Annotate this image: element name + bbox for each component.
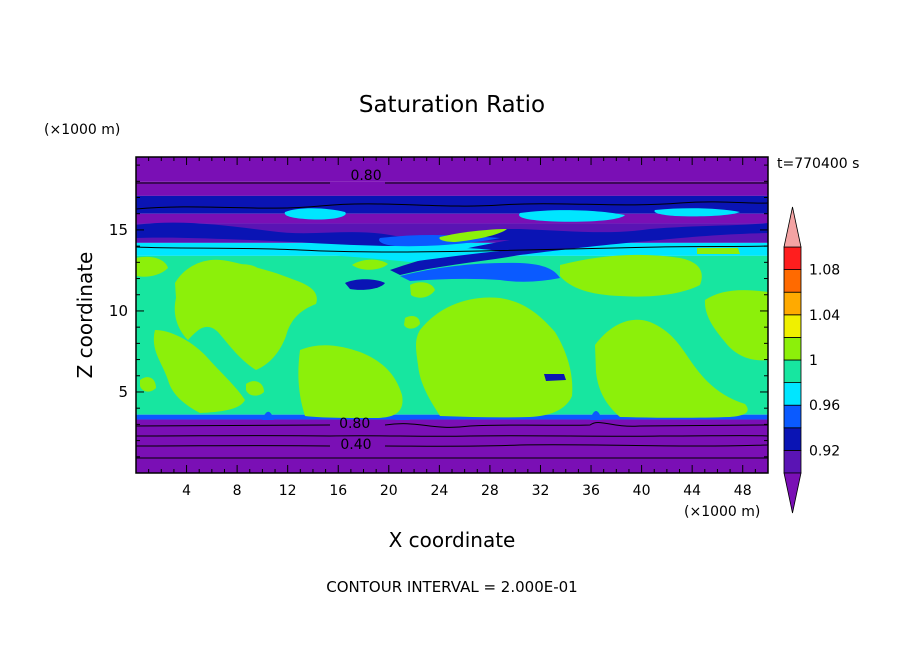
upper-blue-tongue (400, 262, 560, 282)
colorbar-swatch-7 (783, 291, 802, 316)
lower-bump-3 (590, 411, 602, 420)
x-axis: 4 8 12 16 20 24 28 32 36 40 44 48 (135, 157, 769, 499)
upper-dark-cell (345, 279, 385, 290)
x-tick-label: 24 (430, 483, 448, 499)
colorbar-swatch-0 (783, 449, 802, 474)
lime-region-east (595, 319, 748, 418)
upper-cyan-band (136, 245, 500, 262)
lime-cell-1 (220, 264, 262, 280)
x-axis-label: X coordinate (389, 528, 516, 552)
lime-region-west-2 (153, 330, 245, 413)
lower-bump-2 (395, 415, 410, 420)
lime-spot-2 (246, 381, 264, 396)
layer-band-0 (136, 157, 768, 182)
colorbar-swatch-1 (783, 427, 802, 451)
upper-lime-finger (439, 229, 507, 242)
contour-line-upper-1 (136, 201, 768, 210)
x-tick-label: 32 (532, 483, 550, 499)
upper-lime-patch-1 (352, 259, 388, 270)
upper-cyan-patch-2 (519, 210, 625, 222)
x-tick-label: 20 (380, 483, 398, 499)
lime-region-west (174, 259, 317, 370)
contour-label-0.40: 0.40 (340, 437, 371, 453)
colorbar-swatch-9 (783, 246, 802, 271)
contour-line-0.40 (136, 444, 768, 447)
colorbar-under-arrow (783, 472, 802, 514)
layer-band-7 (136, 414, 768, 420)
contour-label-0.80-lower: 0.80 (339, 416, 370, 432)
x-tick-label: 40 (633, 483, 651, 499)
x-tick-label: 28 (481, 483, 499, 499)
x-tick-label: 16 (329, 483, 347, 499)
upper-cyan-patch-1 (284, 208, 346, 220)
lower-bump-1 (262, 411, 274, 420)
upper-blue-filament (136, 222, 768, 275)
x-tick-label: 8 (233, 483, 242, 499)
y-axis-label: Z coordinate (73, 252, 97, 379)
colorbar-swatch-3 (783, 382, 802, 406)
y-axis: 5 10 15 (109, 164, 768, 458)
chart-title: Saturation Ratio (359, 92, 545, 118)
y-tick-label: 5 (118, 383, 128, 401)
colorbar-swatch-8 (783, 269, 802, 293)
lime-region-center-2 (416, 297, 573, 418)
colorbar: 0.92 0.96 1 1.04 1.08 (783, 206, 840, 514)
lime-cell-2 (410, 282, 435, 298)
colorbar-swatch-6 (783, 314, 802, 338)
contour-interval-note: CONTOUR INTERVAL = 2.000E-01 (326, 578, 577, 596)
colorbar-swatch-4 (783, 359, 802, 384)
upper-cyan-patch-3 (654, 208, 740, 217)
layer-band-1 (136, 181, 768, 196)
layer-band-3 (136, 213, 768, 224)
x-tick-label: 48 (734, 483, 752, 499)
y-unit-label: (×1000 m) (44, 122, 120, 138)
time-label: t=770400 s (777, 156, 859, 172)
lime-region-center (298, 345, 403, 418)
colorbar-over-arrow (783, 206, 802, 248)
x-tick-label: 44 (683, 483, 701, 499)
y-tick-label: 15 (109, 221, 128, 239)
colorbar-swatch-2 (783, 404, 802, 429)
contour-line-0.80-lower (136, 421, 768, 428)
contour-line-lower-mid (136, 435, 768, 437)
colorbar-tick-label: 0.92 (809, 443, 840, 459)
upper-lime-patch-east (697, 248, 740, 254)
colorbar-tick-label: 1.04 (809, 308, 840, 324)
colorbar-swatch-5 (783, 336, 802, 361)
lime-region-east-3 (704, 290, 768, 361)
blue-spot (544, 374, 566, 381)
x-unit-label: (×1000 m) (684, 504, 760, 520)
lime-region-east-2 (560, 254, 702, 297)
y-tick-label: 10 (109, 302, 128, 320)
lime-spot-1 (140, 377, 156, 392)
contour-label-0.80-upper: 0.80 (350, 168, 381, 184)
lime-cell-3 (404, 316, 420, 329)
layer-band-2 (136, 195, 768, 214)
colorbar-tick-label: 1.08 (809, 263, 840, 279)
x-tick-label: 12 (279, 483, 297, 499)
x-tick-label: 4 (182, 483, 191, 499)
plot-field: 0.80 0.80 0.40 (136, 157, 768, 473)
colorbar-tick-label: 1 (809, 353, 818, 369)
colorbar-tick-label: 0.96 (809, 398, 840, 414)
contour-line-upper-2 (136, 245, 768, 253)
lime-region-west-3 (136, 256, 168, 277)
x-tick-label: 36 (582, 483, 600, 499)
